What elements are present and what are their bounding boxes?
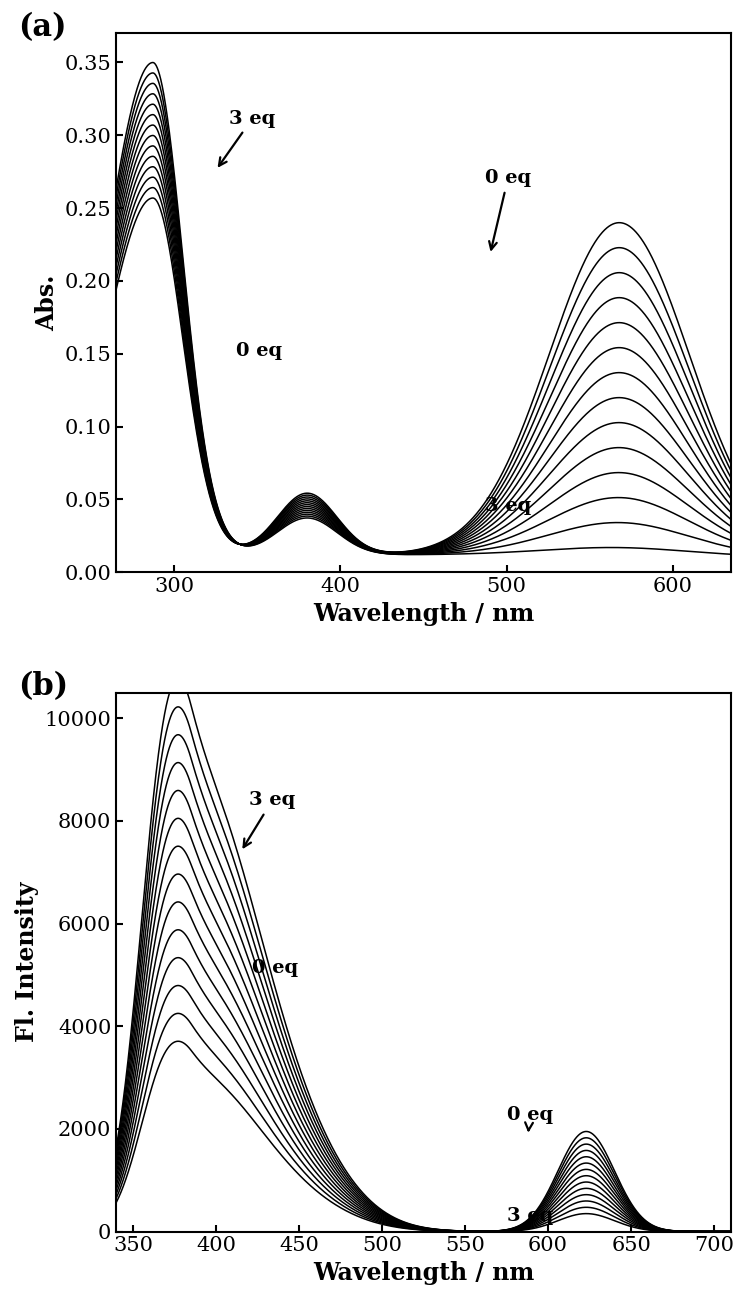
Text: 0 eq: 0 eq xyxy=(253,959,298,978)
Text: 0 eq: 0 eq xyxy=(506,1106,553,1131)
Y-axis label: Fl. Intensity: Fl. Intensity xyxy=(15,881,39,1043)
Text: 0 eq: 0 eq xyxy=(485,169,531,250)
Text: 3 eq: 3 eq xyxy=(485,497,531,515)
X-axis label: Wavelength / nm: Wavelength / nm xyxy=(313,1261,534,1284)
Text: 3 eq: 3 eq xyxy=(244,792,296,848)
Text: 3 eq: 3 eq xyxy=(219,109,275,166)
Text: 0 eq: 0 eq xyxy=(236,342,282,360)
Text: 3 eq: 3 eq xyxy=(506,1206,553,1225)
Y-axis label: Abs.: Abs. xyxy=(35,274,59,332)
X-axis label: Wavelength / nm: Wavelength / nm xyxy=(313,602,534,625)
Text: (b): (b) xyxy=(18,671,68,702)
Text: (a): (a) xyxy=(18,12,67,43)
